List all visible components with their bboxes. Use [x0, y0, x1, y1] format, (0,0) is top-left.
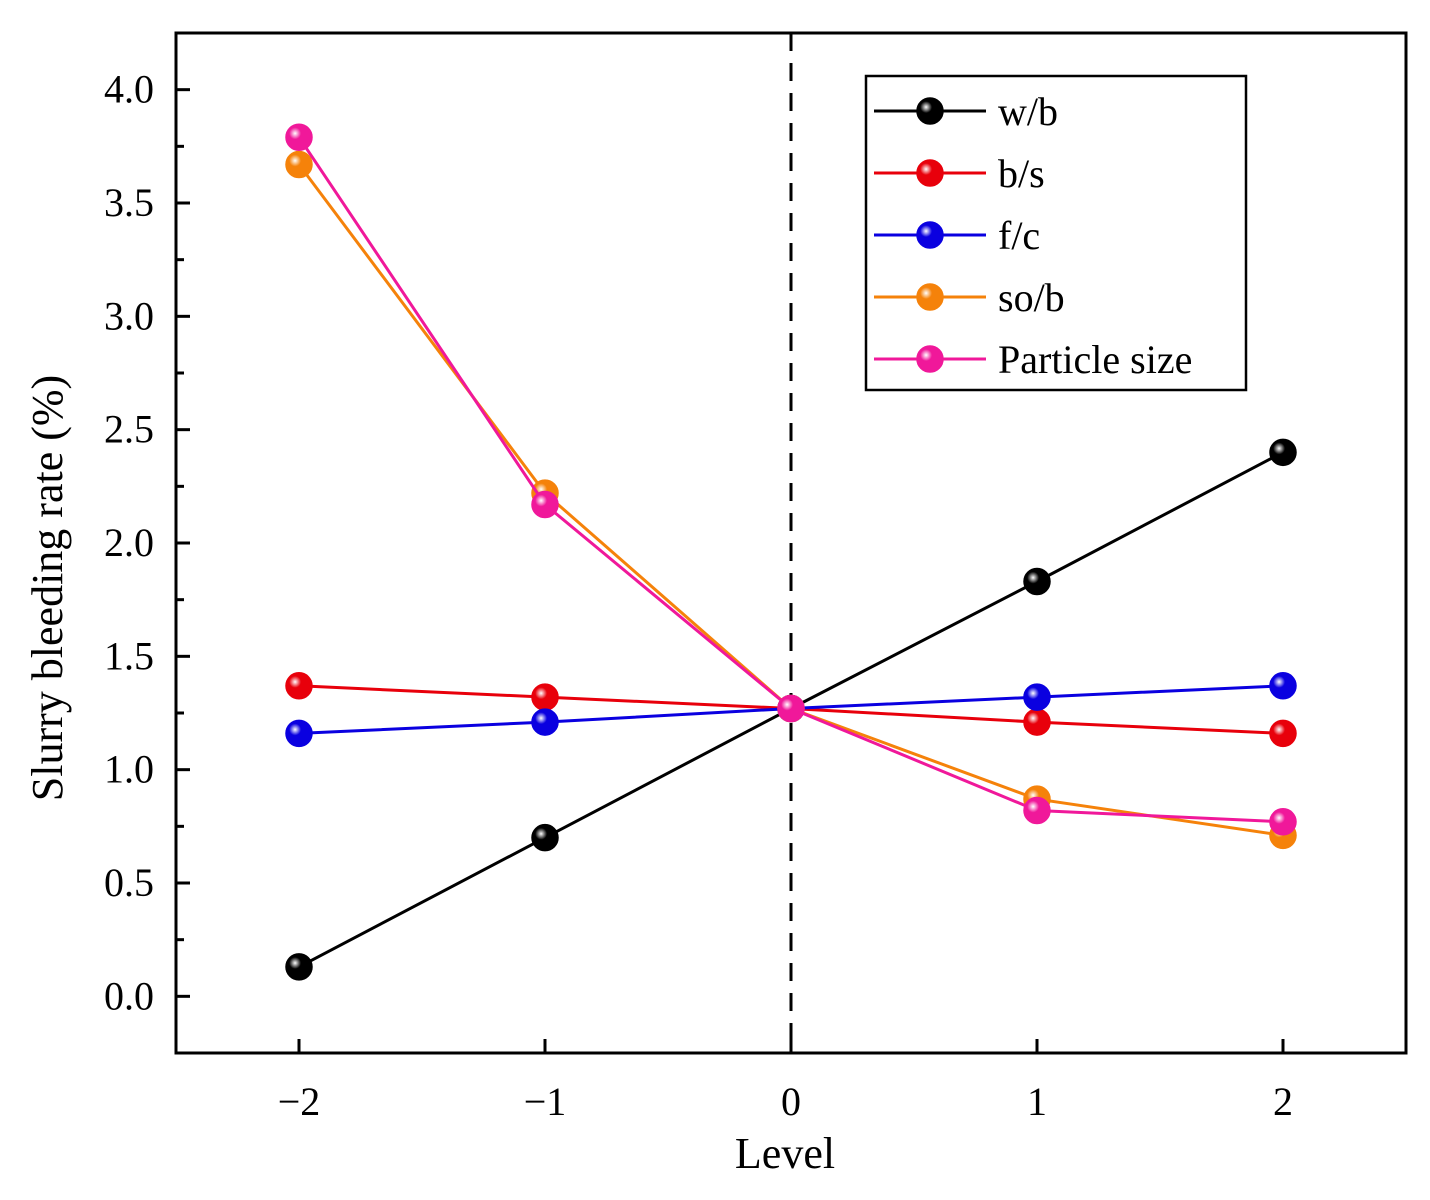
y-tick-label: 2.0: [104, 520, 154, 565]
legend-marker-f-c: [916, 221, 944, 249]
data-point-b-s-0: [285, 672, 313, 700]
y-tick-label: 1.0: [104, 747, 154, 792]
y-tick-label: 1.5: [104, 633, 154, 678]
legend-label-so-b: so/b: [998, 275, 1065, 320]
data-point-f-c-0: [285, 719, 313, 748]
legend-label-b-s: b/s: [998, 151, 1045, 196]
y-tick-label: 3.5: [104, 180, 154, 225]
y-tick-label: 4.0: [104, 67, 154, 112]
data-point-so-b-0: [285, 150, 313, 179]
legend-marker-w-b: [916, 97, 944, 125]
x-tick-label: 1: [1027, 1079, 1047, 1124]
x-tick-label: −2: [278, 1079, 321, 1124]
data-point-particle-size-3: [1023, 796, 1051, 825]
legend-marker-particle-size: [916, 345, 944, 373]
data-point-particle-size-4: [1269, 808, 1297, 836]
x-tick-label: 2: [1273, 1079, 1293, 1124]
data-point-b-s-4: [1269, 719, 1297, 748]
data-point-f-c-1: [531, 708, 559, 736]
y-tick-label: 0.5: [104, 860, 154, 905]
data-point-w-b-0: [285, 953, 313, 981]
x-tick-label: 0: [781, 1079, 801, 1124]
y-tick-label: 3.0: [104, 293, 154, 338]
y-axis-title: Slurry bleeding rate (%): [23, 375, 72, 801]
legend-label-f-c: f/c: [998, 213, 1040, 258]
data-point-particle-size-2: [777, 694, 805, 723]
data-point-particle-size-0: [285, 123, 313, 152]
axes-group: 0.0 0.5 1.0 1.5 2.0 2.5 3.0 3.5 4.0 −2 −1 0 1 2: [104, 31, 1408, 1124]
legend: w/b b/s f/c so/b Particle size: [864, 74, 1248, 392]
x-tick-label: −1: [524, 1079, 567, 1124]
legend-marker-so-b: [916, 283, 944, 311]
data-point-b-s-3: [1023, 708, 1051, 736]
data-point-w-b-3: [1023, 567, 1051, 596]
data-point-particle-size-1: [531, 490, 559, 519]
y-tick-label: 0.0: [104, 973, 154, 1018]
data-point-f-c-4: [1269, 672, 1297, 700]
legend-label-w-b: w/b: [998, 89, 1058, 134]
x-axis-title: Level: [735, 1129, 835, 1178]
legend-label-particle-size: Particle size: [998, 337, 1192, 382]
data-point-f-c-3: [1023, 683, 1051, 711]
legend-marker-b-s: [916, 159, 944, 187]
data-point-w-b-1: [531, 823, 559, 852]
data-point-w-b-4: [1269, 438, 1297, 467]
series-group: [285, 123, 1297, 981]
y-tick-label: 2.5: [104, 407, 154, 452]
data-point-b-s-1: [531, 683, 559, 711]
